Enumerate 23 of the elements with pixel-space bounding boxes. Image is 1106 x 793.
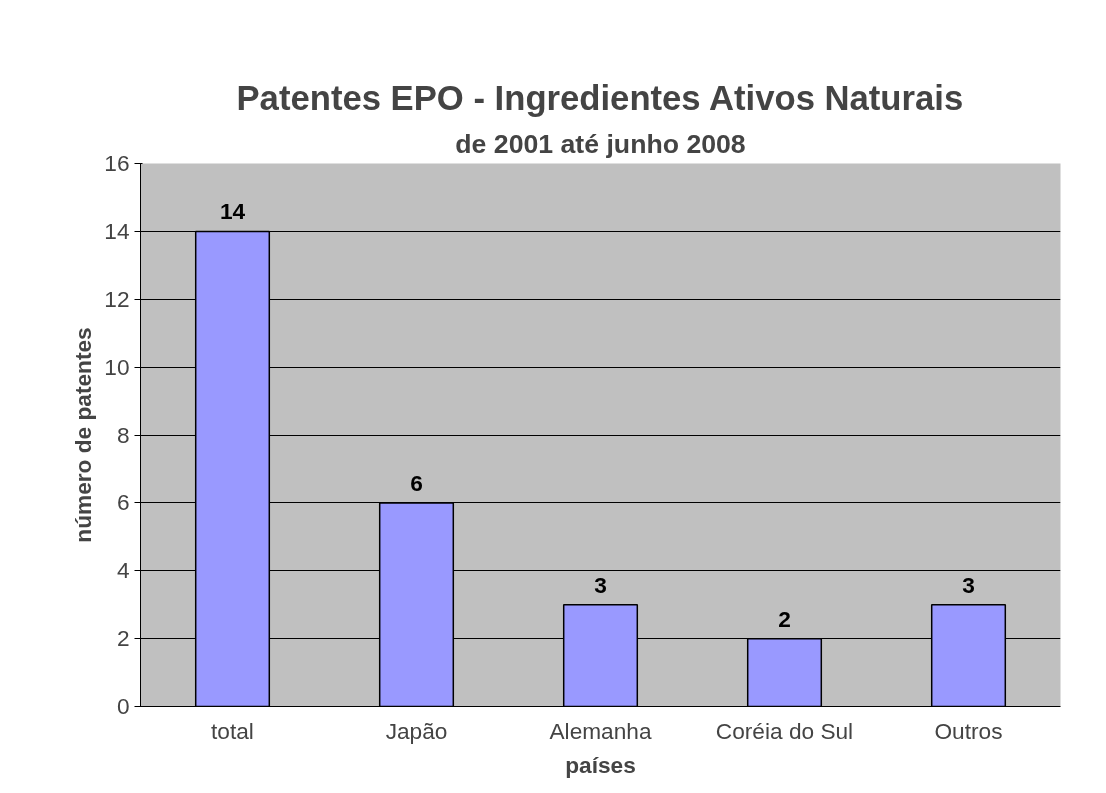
x-tick-label: Coréia do Sul — [715, 717, 854, 744]
chart-title: Patentes EPO - Ingredientes Ativos Naturais — [236, 78, 964, 117]
y-tick-label: 4 — [116, 557, 130, 584]
x-tick-label: Outros — [934, 717, 1003, 744]
y-tick-label: 0 — [116, 693, 130, 719]
y-tick-label: 12 — [104, 285, 130, 312]
y-tick-label: 6 — [116, 489, 130, 516]
y-tick-label: 8 — [116, 421, 130, 448]
x-tick-label: Alemanha — [549, 717, 652, 744]
data-label: 3 — [594, 571, 607, 598]
data-label: 3 — [962, 571, 975, 598]
y-axis-title: número de patentes — [70, 327, 97, 543]
y-tick-label: 2 — [116, 625, 130, 652]
x-tick-label: Japão — [385, 717, 448, 744]
data-label: 14 — [219, 198, 246, 225]
y-tick-label: 10 — [104, 353, 130, 380]
y-tick-label: 16 — [104, 150, 130, 176]
chart-subtitle: de 2001 até junho 2008 — [455, 128, 746, 159]
y-tick-label: 14 — [104, 217, 130, 244]
x-tick-label: total — [211, 717, 254, 744]
data-label: 2 — [778, 605, 791, 632]
x-axis-title: países — [565, 751, 636, 778]
data-label: 6 — [410, 469, 423, 496]
